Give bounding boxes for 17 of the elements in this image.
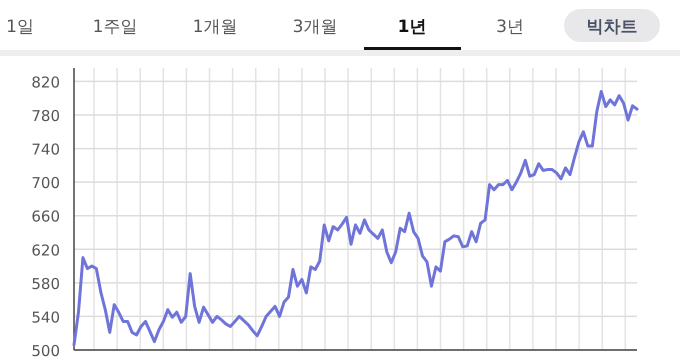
y-tick-label: 700 bbox=[31, 174, 60, 192]
y-tick-label: 580 bbox=[31, 274, 60, 293]
text: 3개월 bbox=[292, 17, 338, 37]
text: 빅차트 bbox=[586, 17, 638, 37]
y-tick-label: 500 bbox=[31, 342, 60, 360]
text: 1주일 bbox=[92, 17, 138, 37]
text: 1년 bbox=[398, 17, 426, 37]
y-tick-label: 820 bbox=[31, 73, 60, 92]
y-tick-label: 620 bbox=[31, 241, 60, 260]
y-tick-label: 740 bbox=[31, 140, 60, 159]
text: 1일 bbox=[6, 17, 34, 37]
line-series bbox=[72, 90, 638, 346]
y-tick-label: 780 bbox=[31, 107, 60, 125]
text: 3년 bbox=[496, 17, 524, 37]
y-tick-label: 540 bbox=[31, 308, 60, 326]
text: 1개월 bbox=[192, 17, 238, 37]
y-tick-label: 660 bbox=[31, 208, 60, 226]
